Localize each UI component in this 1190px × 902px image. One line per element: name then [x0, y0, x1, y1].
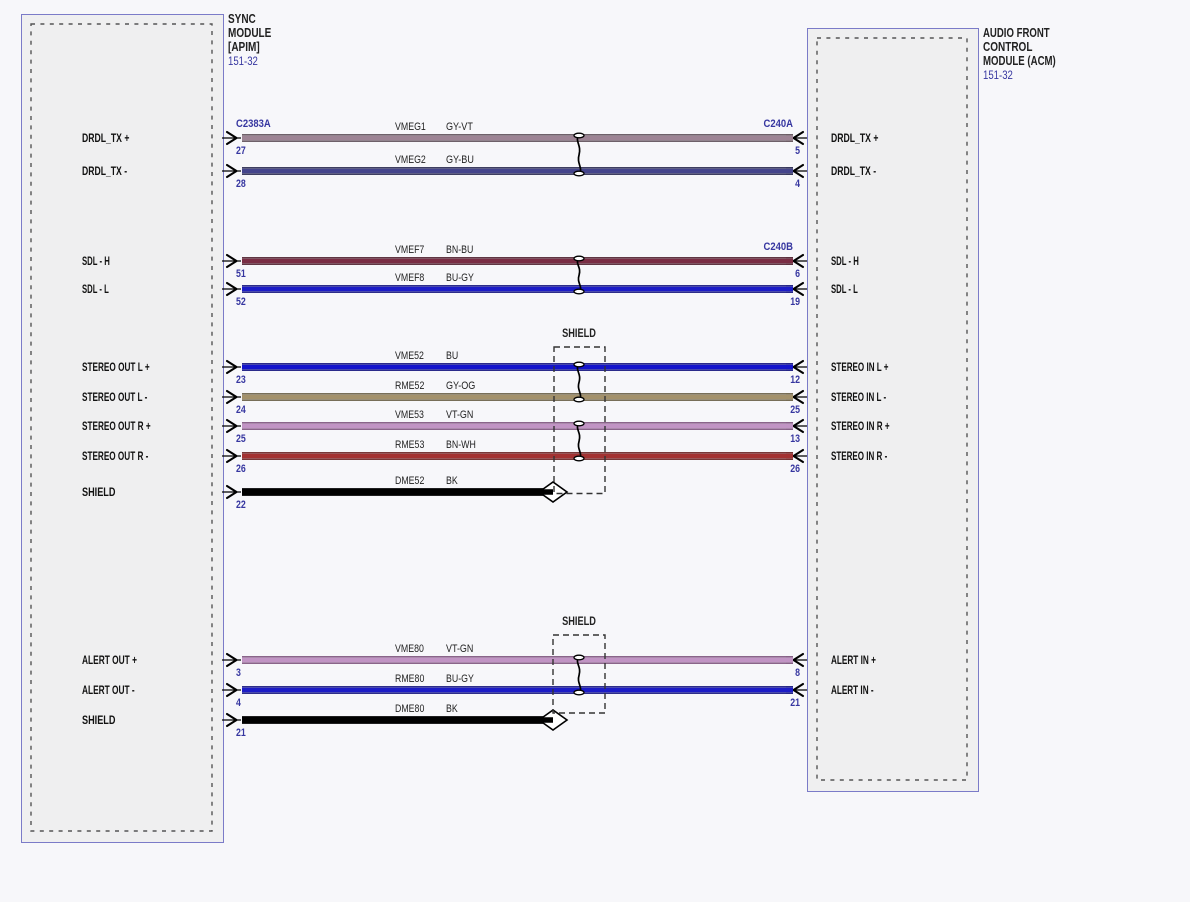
svg-text:4: 4	[795, 178, 801, 190]
svg-text:151-32: 151-32	[228, 54, 258, 68]
svg-text:25: 25	[790, 404, 800, 416]
svg-text:STEREO IN L +: STEREO IN L +	[831, 360, 889, 374]
svg-text:DME52: DME52	[395, 475, 424, 487]
svg-text:STEREO IN R +: STEREO IN R +	[831, 419, 890, 433]
svg-text:SDL - L: SDL - L	[82, 282, 109, 296]
svg-text:BU-GY: BU-GY	[446, 673, 474, 685]
svg-text:VMEG1: VMEG1	[395, 121, 426, 133]
svg-text:DRDL_TX -: DRDL_TX -	[831, 164, 876, 178]
svg-text:STEREO IN L -: STEREO IN L -	[831, 390, 886, 404]
svg-text:SDL - H: SDL - H	[82, 254, 110, 268]
svg-text:BN-WH: BN-WH	[446, 439, 476, 451]
svg-text:DME80: DME80	[395, 703, 424, 715]
svg-text:RME53: RME53	[395, 439, 424, 451]
svg-text:C240B: C240B	[764, 241, 793, 253]
svg-text:BK: BK	[446, 475, 458, 487]
svg-text:24: 24	[236, 404, 246, 416]
svg-text:26: 26	[236, 463, 246, 475]
svg-text:28: 28	[236, 178, 246, 190]
svg-text:STEREO OUT R -: STEREO OUT R -	[82, 449, 148, 463]
svg-text:23: 23	[236, 374, 246, 386]
svg-text:26: 26	[790, 463, 800, 475]
svg-text:SHIELD: SHIELD	[82, 485, 116, 499]
svg-text:AUDIO FRONT: AUDIO FRONT	[983, 26, 1050, 40]
svg-text:21: 21	[790, 697, 800, 709]
svg-text:STEREO IN R -: STEREO IN R -	[831, 449, 887, 463]
svg-text:5: 5	[795, 145, 800, 157]
svg-text:BU: BU	[446, 350, 458, 362]
svg-text:SHIELD: SHIELD	[562, 616, 596, 628]
svg-text:ALERT IN +: ALERT IN +	[831, 653, 876, 667]
svg-text:ALERT OUT -: ALERT OUT -	[82, 683, 135, 697]
svg-text:VMEG2: VMEG2	[395, 154, 426, 166]
svg-text:8: 8	[795, 667, 800, 679]
svg-text:RME52: RME52	[395, 380, 424, 392]
svg-text:GY-VT: GY-VT	[446, 121, 473, 133]
svg-text:STEREO OUT L -: STEREO OUT L -	[82, 390, 147, 404]
svg-text:13: 13	[790, 433, 800, 445]
svg-text:SYNC: SYNC	[228, 12, 256, 26]
svg-text:3: 3	[236, 667, 241, 679]
svg-text:BU-GY: BU-GY	[446, 272, 474, 284]
svg-text:51: 51	[236, 268, 246, 280]
svg-text:SDL - L: SDL - L	[831, 282, 858, 296]
svg-text:12: 12	[790, 374, 800, 386]
svg-text:GY-OG: GY-OG	[446, 380, 475, 392]
svg-text:DRDL_TX -: DRDL_TX -	[82, 164, 127, 178]
svg-text:BN-BU: BN-BU	[446, 244, 473, 256]
svg-text:MODULE: MODULE	[228, 26, 271, 40]
svg-text:RME80: RME80	[395, 673, 424, 685]
svg-text:VT-GN: VT-GN	[446, 643, 473, 655]
svg-text:ALERT IN -: ALERT IN -	[831, 683, 874, 697]
svg-text:27: 27	[236, 145, 246, 157]
svg-text:VME80: VME80	[395, 643, 424, 655]
svg-text:6: 6	[795, 268, 800, 280]
svg-text:19: 19	[790, 296, 800, 308]
svg-text:STEREO OUT R +: STEREO OUT R +	[82, 419, 151, 433]
svg-text:C2383A: C2383A	[236, 118, 271, 130]
svg-text:52: 52	[236, 296, 246, 308]
svg-text:VME53: VME53	[395, 409, 424, 421]
svg-text:4: 4	[236, 697, 242, 709]
svg-text:CONTROL: CONTROL	[983, 40, 1033, 54]
svg-text:ALERT OUT +: ALERT OUT +	[82, 653, 137, 667]
svg-text:SDL - H: SDL - H	[831, 254, 859, 268]
svg-text:151-32: 151-32	[983, 68, 1013, 82]
svg-text:STEREO OUT L +: STEREO OUT L +	[82, 360, 150, 374]
svg-text:DRDL_TX +: DRDL_TX +	[831, 131, 878, 145]
svg-text:SHIELD: SHIELD	[562, 328, 596, 340]
svg-text:SHIELD: SHIELD	[82, 713, 116, 727]
svg-text:VMEF7: VMEF7	[395, 244, 424, 256]
svg-text:VT-GN: VT-GN	[446, 409, 473, 421]
svg-text:21: 21	[236, 727, 246, 739]
svg-text:GY-BU: GY-BU	[446, 154, 474, 166]
svg-text:[APIM]: [APIM]	[228, 40, 260, 54]
svg-text:25: 25	[236, 433, 246, 445]
svg-text:C240A: C240A	[764, 118, 793, 130]
svg-text:22: 22	[236, 499, 246, 511]
svg-text:DRDL_TX +: DRDL_TX +	[82, 131, 129, 145]
svg-text:MODULE (ACM): MODULE (ACM)	[983, 54, 1056, 68]
svg-text:VMEF8: VMEF8	[395, 272, 424, 284]
svg-text:BK: BK	[446, 703, 458, 715]
svg-text:VME52: VME52	[395, 350, 424, 362]
